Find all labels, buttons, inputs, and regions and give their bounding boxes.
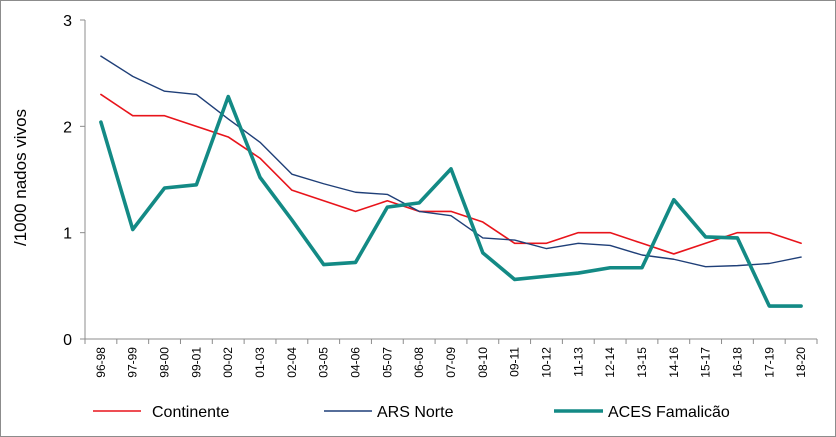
y-tick-label: 1 [63,226,72,243]
x-tick-label: 13-15 [635,347,649,378]
axes [80,19,818,344]
x-tick-label: 14-16 [667,347,681,378]
legend-label: Continente [152,404,229,421]
y-axis-title: /1000 nados vivos [11,109,30,246]
x-tick-label: 10-12 [539,347,553,378]
y-tick-label: 2 [63,119,72,136]
x-tick-label: 04-06 [349,347,363,378]
y-tick-label: 3 [63,13,72,30]
y-axis-label-group: /1000 nados vivos [11,109,30,246]
legend: Continente ARS Norte ACES Famalicão [93,404,730,421]
x-tick-labels: 96-98 97-99 98-00 99-01 00-02 01-03 02-04 03-05… [94,347,808,378]
x-tick-label: 99-01 [189,347,203,378]
x-tick-label: 96-98 [94,347,108,378]
x-tick-label: 11-13 [571,347,585,377]
x-tick-label: 07-09 [444,347,458,378]
x-tick-label: 18-20 [794,347,808,378]
x-tick-label: 01-03 [253,347,267,378]
y-tick-label: 0 [63,332,72,349]
series-layer [99,55,803,308]
series-line [100,55,802,268]
x-tick-label: 09-11 [508,347,522,377]
x-tick-label: 15-17 [699,347,713,378]
x-tick-label: 98-00 [158,347,172,378]
x-tick-label: 00-02 [221,347,235,378]
series-line [99,94,803,308]
x-tick-label: 06-08 [412,347,426,378]
legend-label: ACES Famalicão [608,404,730,421]
x-tick-label: 97-99 [126,347,140,378]
legend-label: ARS Norte [377,404,454,421]
x-tick-label: 02-04 [285,347,299,378]
x-tick-label: 08-10 [476,347,490,378]
x-tick-label: 05-07 [380,347,394,378]
series-line [100,93,802,255]
y-tick-labels: 0 1 2 3 [63,13,72,349]
x-tick-label: 17-19 [762,347,776,378]
x-tick-label: 16-18 [730,347,744,378]
x-tick-label: 12-14 [603,347,617,378]
x-tick-label: 03-05 [317,347,331,378]
